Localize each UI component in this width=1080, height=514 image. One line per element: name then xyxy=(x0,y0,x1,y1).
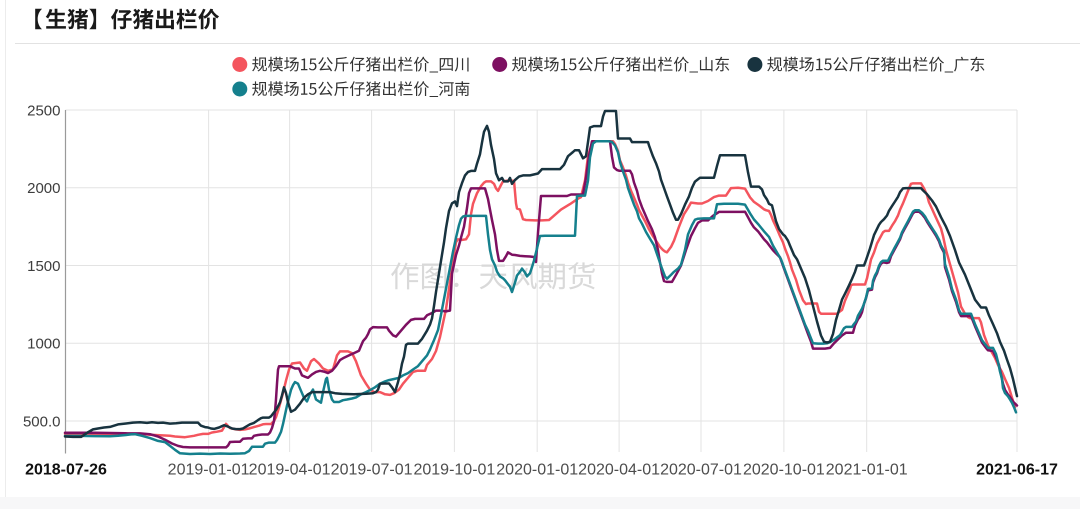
svg-text:500.0: 500.0 xyxy=(23,413,61,430)
svg-text:2019-01-01: 2019-01-01 xyxy=(168,462,250,479)
svg-text:1500: 1500 xyxy=(27,258,60,275)
svg-text:2021-06-17: 2021-06-17 xyxy=(976,462,1058,479)
svg-text:2021-01-01: 2021-01-01 xyxy=(826,462,908,479)
svg-text:2019-04-01: 2019-04-01 xyxy=(249,462,331,479)
svg-text:2020-07-01: 2020-07-01 xyxy=(660,462,742,479)
svg-text:2000: 2000 xyxy=(27,180,60,197)
svg-text:2020-01-01: 2020-01-01 xyxy=(496,462,578,479)
svg-text:2019-07-01: 2019-07-01 xyxy=(331,462,413,479)
svg-text:2018-07-26: 2018-07-26 xyxy=(25,462,107,479)
svg-text:2020-04-01: 2020-04-01 xyxy=(578,462,660,479)
svg-text:2019-10-01: 2019-10-01 xyxy=(413,462,495,479)
svg-text:2500: 2500 xyxy=(27,102,60,119)
svg-text:1000: 1000 xyxy=(27,336,60,353)
svg-text:2020-10-01: 2020-10-01 xyxy=(743,462,825,479)
